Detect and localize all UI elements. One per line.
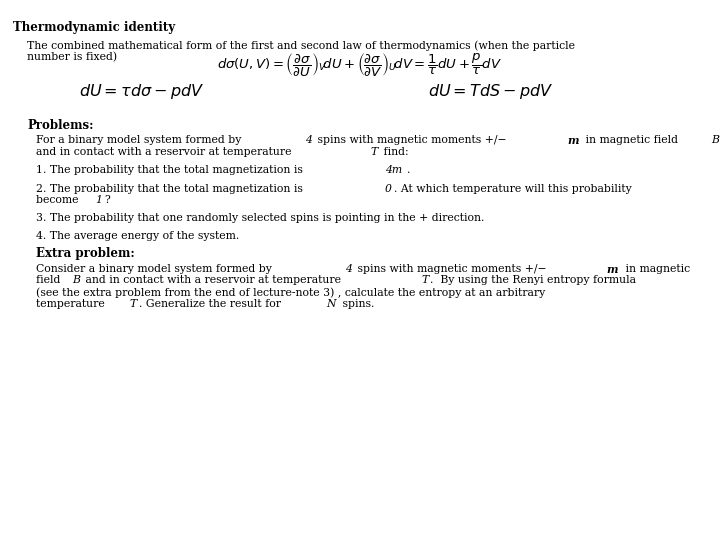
Text: For a binary model system formed by: For a binary model system formed by [36, 135, 245, 145]
Text: The combined mathematical form of the first and second law of thermodynamics (wh: The combined mathematical form of the fi… [27, 40, 575, 51]
Text: spins with magnetic moments +/−: spins with magnetic moments +/− [354, 264, 550, 274]
Text: ?: ? [104, 195, 110, 206]
Text: spins.: spins. [338, 299, 374, 309]
Text: .  By using the Renyi entropy formula: . By using the Renyi entropy formula [431, 275, 636, 286]
Text: in magnetic: in magnetic [621, 264, 690, 274]
Text: m: m [567, 135, 579, 146]
Text: and in contact with a reservoir at temperature: and in contact with a reservoir at tempe… [82, 275, 345, 286]
Text: 4. The average energy of the system.: 4. The average energy of the system. [36, 231, 239, 241]
Text: B: B [711, 135, 719, 145]
Text: Consider a binary model system formed by: Consider a binary model system formed by [36, 264, 275, 274]
Text: 0: 0 [385, 184, 392, 194]
Text: spins with magnetic moments +/−: spins with magnetic moments +/− [315, 135, 510, 145]
Text: $dU = TdS - pdV$: $dU = TdS - pdV$ [428, 82, 554, 102]
Text: $dU = \tau d\sigma - pdV$: $dU = \tau d\sigma - pdV$ [79, 82, 204, 102]
Text: in magnetic field: in magnetic field [582, 135, 682, 145]
Text: 3. The probability that one randomly selected spins is pointing in the + directi: 3. The probability that one randomly sel… [36, 213, 485, 224]
Text: 4: 4 [345, 264, 352, 274]
Text: and in contact with a reservoir at temperature: and in contact with a reservoir at tempe… [36, 147, 295, 157]
Text: . Generalize the result for: . Generalize the result for [138, 299, 284, 309]
Text: Extra problem:: Extra problem: [36, 247, 135, 260]
Text: B: B [72, 275, 80, 286]
Text: T: T [129, 299, 137, 309]
Text: 1. The probability that the total magnetization is: 1. The probability that the total magnet… [36, 165, 307, 175]
Text: find:: find: [379, 147, 408, 157]
Text: (see the extra problem from the end of lecture-note 3) , calculate the entropy a: (see the extra problem from the end of l… [36, 287, 545, 298]
Text: field: field [36, 275, 64, 286]
Text: number is fixed): number is fixed) [27, 52, 117, 63]
Text: T: T [421, 275, 428, 286]
Text: 2. The probability that the total magnetization is: 2. The probability that the total magnet… [36, 184, 307, 194]
Text: 1: 1 [95, 195, 102, 206]
Text: . At which temperature will this probability: . At which temperature will this probabi… [394, 184, 631, 194]
Text: become: become [36, 195, 82, 206]
Text: $d\sigma(U,V)=\left(\dfrac{\partial\sigma}{\partial U}\right)_V\!dU+\left(\dfrac: $d\sigma(U,V)=\left(\dfrac{\partial\sigm… [217, 52, 503, 79]
Text: T: T [370, 147, 377, 157]
Text: m: m [607, 264, 618, 274]
Text: temperature: temperature [36, 299, 108, 309]
Text: .: . [407, 165, 410, 175]
Text: 4: 4 [305, 135, 312, 145]
Text: 4m: 4m [385, 165, 402, 175]
Text: Thermodynamic identity: Thermodynamic identity [13, 21, 175, 33]
Text: N: N [326, 299, 336, 309]
Text: Problems:: Problems: [27, 119, 94, 132]
